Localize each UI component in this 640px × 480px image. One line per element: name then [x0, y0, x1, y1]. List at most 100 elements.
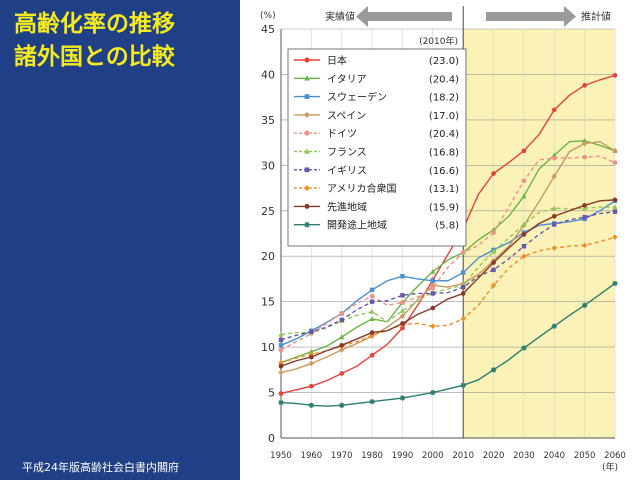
- series-6-point: [612, 209, 618, 214]
- y-tick-label: 20: [261, 250, 275, 263]
- series-8-point: [612, 197, 618, 203]
- series-7-point: [430, 323, 436, 330]
- series-0-point: [278, 391, 284, 396]
- star-marker-stroke: [551, 323, 557, 329]
- y-tick-label: 45: [261, 23, 275, 36]
- star-marker-stroke: [460, 382, 466, 388]
- legend-swatch-marker-7: [304, 185, 310, 192]
- series-9-point: [339, 402, 345, 408]
- legend-swatch-marker-0: [304, 57, 310, 63]
- series-6-point: [460, 284, 466, 290]
- series-0-point: [551, 107, 557, 113]
- series-6-point: [400, 293, 405, 298]
- series-4-point: [491, 230, 496, 235]
- legend-swatch-marker-9: [304, 221, 310, 228]
- series-6-point: [430, 291, 436, 296]
- y-tick-label: 5: [268, 387, 275, 400]
- legend-label: アメリカ合衆国: [327, 182, 397, 195]
- legend-swatch-marker-5: [304, 148, 310, 154]
- series-9-point: [399, 395, 406, 401]
- series-4-point: [582, 154, 587, 160]
- series-0-point: [309, 383, 314, 389]
- series-6-point: [491, 267, 496, 273]
- legend-value: (15.9): [429, 202, 459, 213]
- legend-label: 日本: [327, 54, 347, 67]
- legend-value: (5.8): [435, 221, 459, 232]
- aging-rate-line-chart: 0 5 10 15 20 25 30 35 40 45 1950 1960 1970 1980 1990 20…: [260, 6, 626, 473]
- legend-label: イタリア: [327, 73, 367, 85]
- series-6-point: [278, 337, 284, 343]
- legend-value: (16.8): [429, 148, 459, 159]
- legend-swatch-marker-2: [304, 94, 310, 99]
- series-6-point: [369, 299, 375, 304]
- series-8-point: [278, 363, 284, 369]
- projected-arrow-shaft: [486, 12, 564, 21]
- source-note: 平成24年版高齢社会白書内閣府: [22, 461, 179, 474]
- x-tick-label: 2030: [513, 451, 535, 461]
- x-tick-label: 2020: [483, 451, 505, 461]
- series-8-point: [551, 213, 557, 219]
- legend-swatch-marker-1: [304, 75, 310, 81]
- legend-swatch-marker-6: [304, 167, 310, 173]
- legend-label: 先進地域: [327, 200, 367, 213]
- series-line-3: [280, 140, 616, 374]
- legend-value: (20.4): [429, 74, 459, 85]
- series-7-point: [582, 242, 588, 249]
- series-4-point: [612, 160, 618, 165]
- legend-value: (18.2): [429, 93, 459, 104]
- star-marker-stroke: [430, 390, 436, 395]
- series-8-point: [491, 260, 496, 265]
- x-tick-label: 2060: [604, 451, 626, 461]
- series-9-point: [430, 389, 436, 396]
- legend-label: スペイン: [327, 111, 366, 122]
- legend-label: スウェーデン: [327, 91, 387, 104]
- slide-title-line-2: 諸外国との比較: [14, 44, 175, 70]
- y-tick-label: 15: [261, 296, 275, 309]
- series-3-point: [551, 173, 557, 180]
- series-6-point: [339, 317, 344, 323]
- y-tick-label: 0: [268, 432, 275, 445]
- legend-label: フランス: [327, 147, 367, 159]
- series-4-point: [400, 300, 405, 305]
- star-marker-stroke: [612, 281, 618, 286]
- series-8-point: [582, 202, 587, 208]
- x-tick-label: 1950: [270, 451, 292, 461]
- series-9-point: [521, 345, 527, 351]
- series-4-point: [430, 285, 436, 291]
- legend-value: (20.4): [429, 129, 459, 140]
- series-5-point: [490, 248, 497, 254]
- series-8-point: [309, 354, 314, 360]
- series-line-0: [280, 74, 616, 395]
- series-5-point: [551, 205, 557, 211]
- series-4-point: [521, 178, 527, 184]
- x-tick-label: 2010: [452, 451, 474, 461]
- series-3-point: [278, 369, 284, 376]
- x-tick-label: 1970: [331, 451, 353, 461]
- projected-label: 推計値: [581, 10, 611, 23]
- series-8-point: [400, 321, 405, 326]
- legend-value: (16.6): [429, 166, 459, 177]
- star-marker-stroke: [278, 400, 284, 405]
- y-tick-label: 25: [261, 205, 275, 218]
- series-1-point: [339, 334, 345, 340]
- legend-swatch-marker-8: [304, 203, 310, 209]
- series-5-point: [521, 221, 527, 227]
- star-marker-stroke: [400, 395, 405, 401]
- series-line-4: [280, 155, 616, 351]
- x-tick-label: 1960: [301, 451, 323, 461]
- series-0-point: [612, 73, 618, 78]
- legend-label: 開発途上地域: [327, 219, 387, 232]
- star-marker-stroke: [521, 345, 527, 351]
- legend-value: (17.0): [429, 111, 459, 122]
- series-4-point: [339, 311, 345, 316]
- series-line-8: [280, 199, 616, 367]
- legend-label: イギリス: [327, 165, 367, 177]
- series-2-point: [400, 274, 405, 279]
- series-8-point: [521, 232, 527, 237]
- x-tick-label: 2040: [543, 451, 565, 461]
- legend-label: ドイツ: [327, 129, 357, 140]
- series-line-1: [280, 140, 616, 364]
- series-7-point: [278, 359, 284, 366]
- series-6-point: [582, 214, 587, 220]
- legend-header: (2010年): [419, 35, 458, 47]
